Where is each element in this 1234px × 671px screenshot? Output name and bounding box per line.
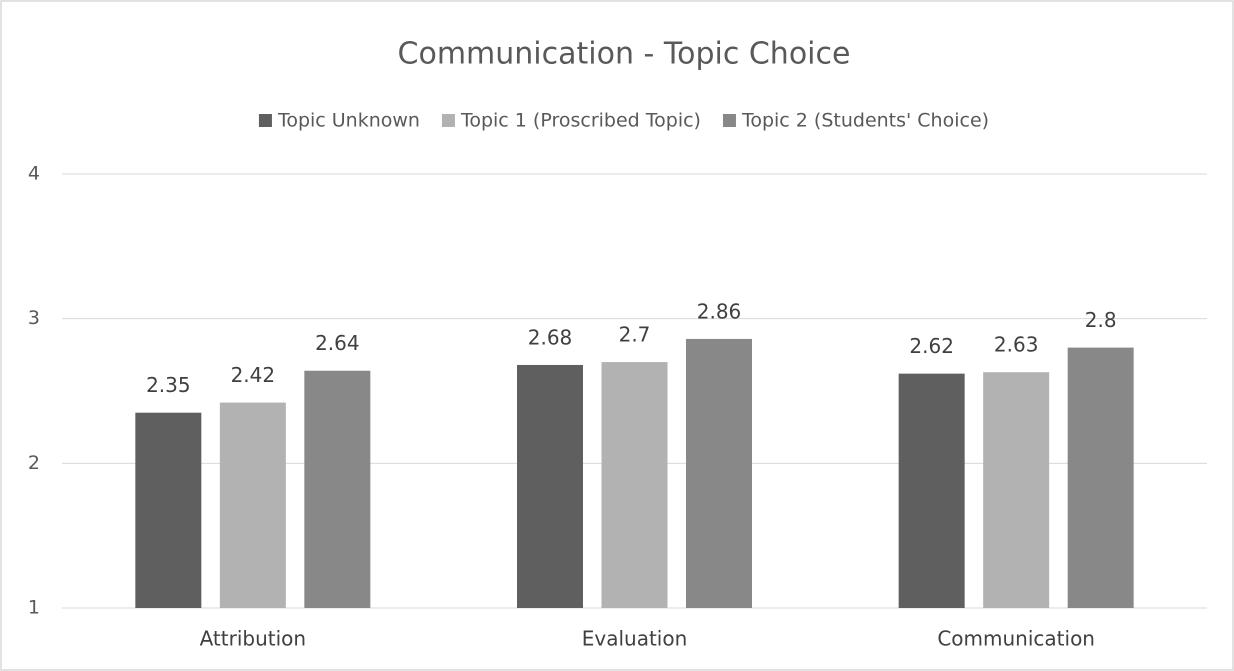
- y-tick-label: 1: [28, 597, 40, 619]
- legend-swatch: [722, 114, 736, 127]
- data-label: 2.62: [909, 334, 954, 358]
- data-label: 2.64: [315, 331, 360, 355]
- bar: [686, 338, 752, 608]
- data-label: 2.86: [697, 299, 742, 323]
- legend-label: Topic 2 (Students' Choice): [741, 110, 989, 132]
- legend-label: Topic Unknown: [277, 110, 420, 132]
- y-tick-label: 4: [28, 163, 40, 185]
- bar: [517, 364, 583, 608]
- bar: [983, 372, 1050, 608]
- legend-label: Topic 1 (Proscribed Topic): [460, 110, 701, 132]
- x-tick-label: Evaluation: [582, 627, 688, 651]
- data-label: 2.35: [146, 373, 191, 397]
- legend-swatch: [258, 114, 272, 127]
- y-tick-label: 3: [28, 307, 40, 329]
- data-label: 2.42: [231, 363, 276, 387]
- y-tick-label: 2: [28, 452, 40, 474]
- bar: [304, 370, 371, 608]
- bar: [601, 362, 668, 608]
- bar: [898, 373, 965, 608]
- data-label: 2.68: [528, 325, 573, 349]
- chart-title: Communication - Topic Choice: [398, 37, 851, 72]
- x-tick-label: Attribution: [200, 627, 306, 651]
- data-label: 2.8: [1085, 308, 1117, 332]
- x-tick-label: Communication: [937, 627, 1095, 651]
- bar: [135, 412, 202, 608]
- bar: [1067, 347, 1134, 608]
- bar: [219, 402, 286, 608]
- data-label: 2.63: [994, 333, 1039, 357]
- data-label: 2.7: [619, 323, 651, 347]
- legend-swatch: [441, 114, 455, 127]
